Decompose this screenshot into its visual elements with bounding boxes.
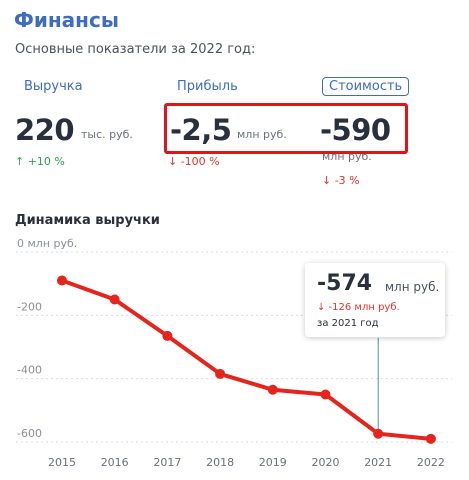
x-tick-label: 2015: [48, 456, 76, 469]
y-tick-label: -600: [17, 427, 42, 440]
cost-value: -590: [320, 113, 391, 147]
page-title: Финансы: [14, 8, 119, 32]
tooltip-value: -574: [317, 271, 373, 296]
data-point: [57, 275, 67, 286]
tooltip-unit: млн руб.: [385, 280, 440, 294]
x-tick-label: 2016: [101, 456, 129, 469]
cost-tab[interactable]: Стоимость: [322, 77, 410, 96]
highlight-box: [164, 103, 408, 154]
x-tick-label: 2019: [259, 456, 287, 469]
x-tick-label: 2022: [417, 456, 445, 469]
cost-change: ↓ -3 %: [322, 174, 360, 187]
tooltip-change: ↓ -126 млн руб.: [317, 302, 400, 313]
x-tick-label: 2020: [312, 456, 340, 469]
page-subtitle: Основные показатели за 2022 год:: [15, 42, 256, 57]
chart-title: Динамика выручки: [15, 213, 160, 228]
profit-change: ↓ -100 %: [168, 155, 220, 168]
tooltip-period: за 2021 год: [317, 318, 379, 329]
x-tick-label: 2021: [364, 456, 392, 469]
revenue-chart[interactable]: 0 млн руб. -200 -400 -600 2015 2016 2017 2018 20…: [0, 238, 469, 480]
profit-value: -2,5: [170, 113, 232, 147]
profit-tab[interactable]: Прибыль: [177, 79, 238, 94]
data-point: [215, 368, 226, 379]
x-tick-label: 2018: [206, 456, 234, 469]
data-point: [320, 389, 331, 400]
revenue-change: ↑ +10 %: [15, 155, 65, 168]
y-tick-label: -400: [17, 364, 42, 377]
data-point: [267, 384, 278, 395]
data-point: [425, 433, 436, 444]
chart-tooltip: -574 млн руб. ↓ -126 млн руб. за 2021 го…: [305, 263, 445, 337]
revenue-value: 220: [15, 113, 75, 147]
data-point: [162, 330, 173, 341]
x-tick-label: 2017: [153, 456, 181, 469]
revenue-tab[interactable]: Выручка: [24, 79, 83, 94]
profit-unit: млн руб.: [237, 128, 287, 141]
data-point: [109, 294, 120, 305]
y-tick-label: 0 млн руб.: [17, 238, 77, 250]
y-tick-label: -200: [17, 300, 42, 313]
revenue-unit: тыс. руб.: [81, 128, 133, 141]
series-line: [60, 278, 433, 441]
data-point: [373, 428, 384, 439]
